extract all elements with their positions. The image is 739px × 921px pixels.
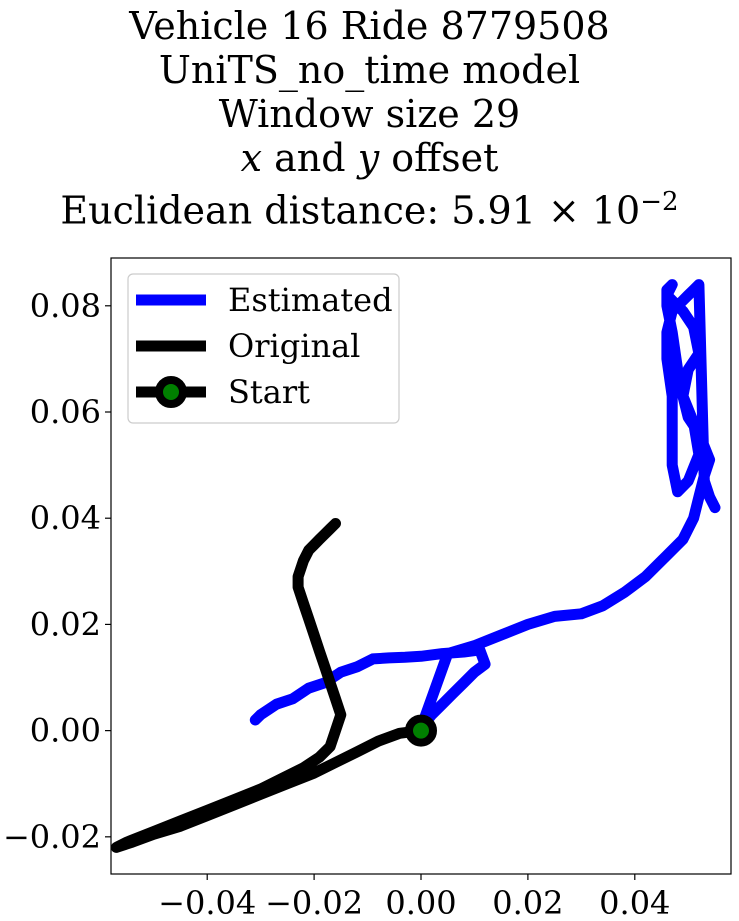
y-tick-label: 0.08: [30, 287, 101, 325]
title-line-1: Vehicle 16 Ride 8779508: [129, 4, 610, 48]
legend-label-original: Original: [228, 327, 360, 365]
title-line-4: x and y offset: [0, 136, 739, 180]
y-tick-label: −0.02: [3, 818, 101, 856]
legend-label-estimated: Estimated: [228, 281, 393, 319]
x-tick-label: 0.00: [385, 884, 456, 921]
series-estimated-line: [249, 279, 721, 734]
title-line-3: Window size 29: [218, 92, 521, 136]
title-offset: offset: [379, 136, 499, 180]
legend-marker-start: [155, 376, 187, 408]
x-tick-label: −0.04: [158, 884, 256, 921]
y-tick-label: 0.00: [30, 712, 101, 750]
x-tick-label: 0.04: [599, 884, 670, 921]
title-line-5: Euclidean distance: 5.91 × 10−2: [0, 180, 739, 233]
legend: Estimated Original Start: [127, 273, 400, 424]
x-axis: −0.04 −0.02 0.00 0.02 0.04: [158, 874, 670, 921]
series-original-line: [111, 518, 427, 853]
title-x-var: x: [240, 136, 263, 180]
y-tick-label: 0.02: [30, 605, 101, 643]
series-layer: [111, 279, 721, 853]
legend-label-start: Start: [228, 373, 310, 411]
legend-box: [127, 273, 400, 424]
y-tick-label: 0.06: [30, 393, 101, 431]
x-tick-label: −0.02: [265, 884, 363, 921]
title-distance-text: Euclidean distance: 5.91 × 10: [60, 188, 641, 233]
start-marker: [405, 714, 437, 747]
x-tick-label: 0.02: [492, 884, 563, 921]
title-and: and: [262, 136, 358, 180]
y-tick-label: 0.04: [30, 499, 101, 537]
title-line-2: UniTS_no_time model: [158, 48, 581, 92]
y-axis: −0.02 0.00 0.02 0.04 0.06 0.08: [3, 287, 111, 856]
title-y-var: y: [357, 136, 380, 180]
title-distance-exponent: −2: [640, 187, 679, 217]
